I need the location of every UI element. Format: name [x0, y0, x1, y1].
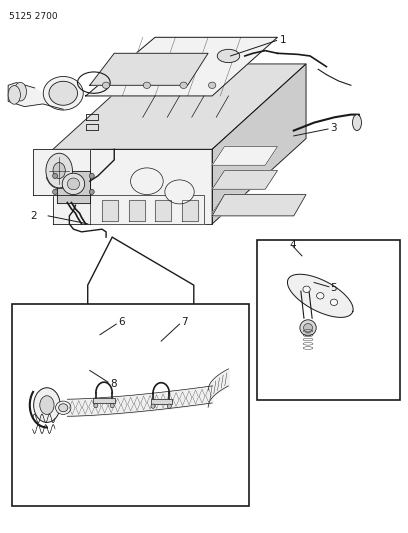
Polygon shape: [90, 195, 204, 224]
Ellipse shape: [8, 86, 20, 104]
Ellipse shape: [94, 403, 98, 408]
Text: 2: 2: [31, 211, 37, 221]
Text: 6: 6: [118, 318, 125, 327]
Text: 3: 3: [330, 123, 337, 133]
Polygon shape: [33, 149, 90, 195]
Ellipse shape: [53, 189, 58, 195]
Ellipse shape: [102, 82, 110, 88]
Ellipse shape: [208, 82, 216, 88]
Polygon shape: [8, 83, 63, 109]
Bar: [151, 399, 172, 404]
Polygon shape: [182, 200, 198, 221]
Ellipse shape: [165, 180, 194, 204]
Ellipse shape: [353, 115, 361, 131]
Polygon shape: [288, 274, 353, 317]
Ellipse shape: [330, 299, 338, 305]
Polygon shape: [90, 53, 208, 85]
Ellipse shape: [89, 189, 94, 195]
Ellipse shape: [131, 168, 163, 195]
Polygon shape: [53, 64, 306, 149]
Polygon shape: [53, 149, 212, 224]
Polygon shape: [212, 195, 277, 213]
Text: 5: 5: [330, 283, 337, 293]
Polygon shape: [212, 64, 306, 224]
Polygon shape: [129, 200, 145, 221]
Ellipse shape: [317, 293, 324, 299]
Ellipse shape: [59, 404, 68, 411]
Polygon shape: [212, 195, 306, 216]
Text: 5125 2700: 5125 2700: [9, 12, 58, 21]
Ellipse shape: [53, 173, 58, 179]
Bar: [257, 240, 400, 400]
Ellipse shape: [46, 154, 73, 188]
Ellipse shape: [55, 401, 71, 415]
Text: 7: 7: [182, 318, 188, 327]
Ellipse shape: [151, 404, 155, 408]
Ellipse shape: [217, 49, 240, 63]
Ellipse shape: [33, 388, 60, 422]
Ellipse shape: [49, 82, 78, 106]
Text: 1: 1: [279, 35, 286, 45]
Ellipse shape: [67, 178, 80, 190]
Polygon shape: [212, 147, 277, 165]
Ellipse shape: [40, 395, 54, 415]
Bar: [12, 304, 249, 506]
Ellipse shape: [300, 320, 316, 336]
Ellipse shape: [303, 286, 310, 293]
Ellipse shape: [14, 83, 27, 101]
Ellipse shape: [304, 324, 313, 332]
Polygon shape: [212, 171, 277, 189]
Polygon shape: [155, 200, 171, 221]
Ellipse shape: [89, 173, 94, 179]
Polygon shape: [57, 171, 90, 203]
Ellipse shape: [62, 173, 85, 195]
Ellipse shape: [53, 163, 65, 179]
Text: 8: 8: [110, 379, 117, 389]
Ellipse shape: [180, 82, 187, 88]
Polygon shape: [86, 37, 277, 96]
Text: 4: 4: [290, 240, 296, 250]
Ellipse shape: [110, 403, 114, 408]
Ellipse shape: [143, 82, 151, 88]
Polygon shape: [102, 200, 118, 221]
Ellipse shape: [43, 76, 83, 110]
Bar: [93, 398, 115, 403]
Ellipse shape: [167, 404, 171, 408]
